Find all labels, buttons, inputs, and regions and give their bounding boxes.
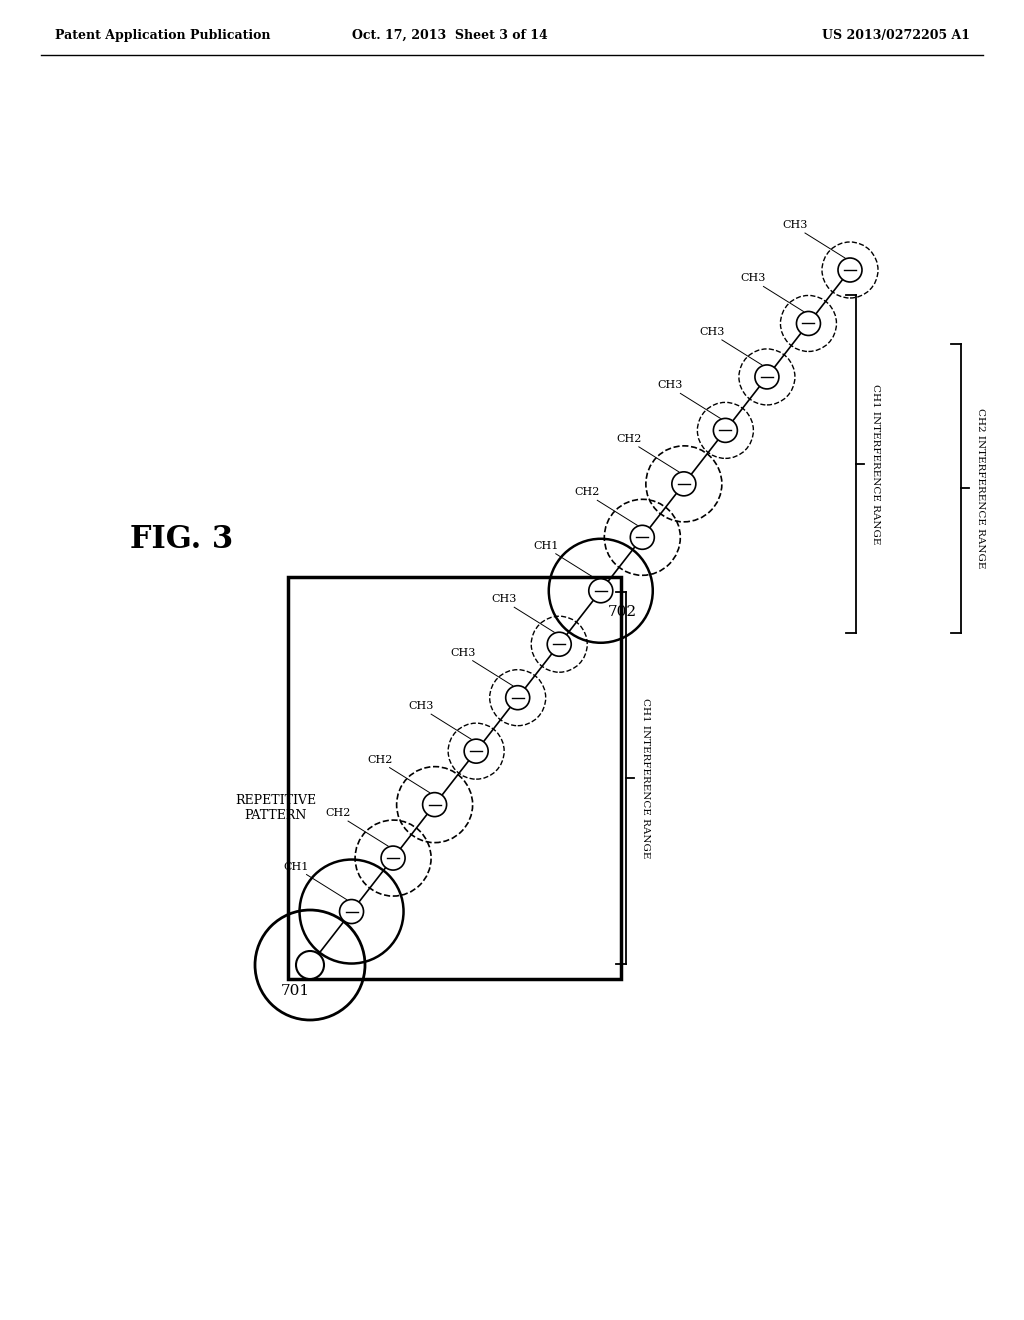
Text: CH3: CH3 [782,220,808,230]
Circle shape [547,632,571,656]
Text: FIG. 3: FIG. 3 [130,524,233,556]
Text: CH2: CH2 [326,808,351,818]
Circle shape [506,685,529,710]
Circle shape [714,418,737,442]
Text: CH1 INTERFERENCE RANGE: CH1 INTERFERENCE RANGE [641,698,650,858]
Circle shape [838,257,862,282]
Text: CH3: CH3 [492,594,517,605]
Text: CH3: CH3 [740,273,766,284]
Text: CH1: CH1 [284,862,309,871]
Circle shape [381,846,406,870]
Text: REPETITIVE
PATTERN: REPETITIVE PATTERN [234,793,316,822]
Circle shape [464,739,488,763]
Circle shape [296,950,324,979]
Text: CH1: CH1 [534,541,558,550]
Text: CH2: CH2 [574,487,600,498]
Text: CH3: CH3 [450,648,475,657]
Circle shape [589,578,612,603]
Text: US 2013/0272205 A1: US 2013/0272205 A1 [822,29,970,41]
Text: CH3: CH3 [699,327,725,337]
Circle shape [631,525,654,549]
Text: Oct. 17, 2013  Sheet 3 of 14: Oct. 17, 2013 Sheet 3 of 14 [352,29,548,41]
Circle shape [755,364,779,389]
Text: CH2 INTERFERENCE RANGE: CH2 INTERFERENCE RANGE [977,408,985,569]
Circle shape [340,899,364,924]
Text: CH2: CH2 [616,434,641,444]
Text: Patent Application Publication: Patent Application Publication [55,29,270,41]
Text: 702: 702 [608,605,637,619]
Text: 701: 701 [281,983,309,998]
Text: CH3: CH3 [409,701,434,711]
Circle shape [423,792,446,817]
Text: CH1 INTERFERENCE RANGE: CH1 INTERFERENCE RANGE [871,384,881,544]
Circle shape [672,471,696,496]
Circle shape [797,312,820,335]
Text: CH3: CH3 [657,380,683,391]
Text: CH2: CH2 [367,755,392,764]
